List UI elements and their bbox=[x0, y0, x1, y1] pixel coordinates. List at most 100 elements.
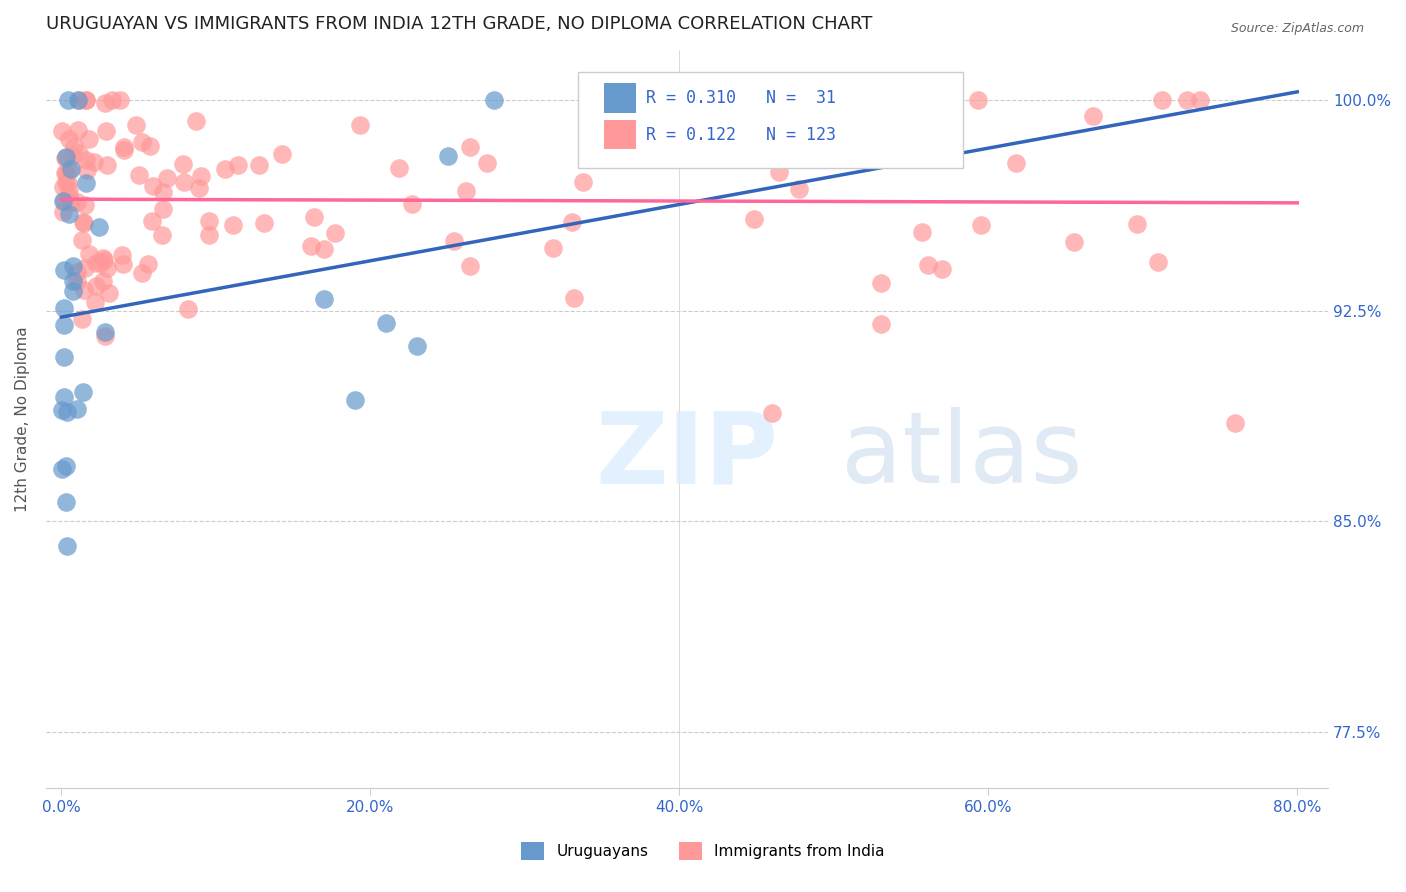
Uruguayans bbox=[58, 93, 80, 107]
Immigrants from India bbox=[131, 266, 153, 280]
Immigrants from India bbox=[96, 158, 118, 172]
Immigrants from India bbox=[1188, 93, 1211, 107]
Uruguayans bbox=[52, 301, 75, 315]
Uruguayans bbox=[312, 292, 335, 306]
Immigrants from India bbox=[70, 312, 93, 326]
Immigrants from India bbox=[75, 153, 97, 167]
Immigrants from India bbox=[77, 246, 100, 260]
Immigrants from India bbox=[931, 262, 953, 277]
Uruguayans bbox=[75, 176, 97, 190]
Immigrants from India bbox=[190, 169, 212, 183]
Immigrants from India bbox=[1147, 254, 1170, 268]
Immigrants from India bbox=[454, 185, 477, 199]
Immigrants from India bbox=[270, 147, 292, 161]
Immigrants from India bbox=[571, 175, 593, 189]
Uruguayans bbox=[51, 462, 73, 476]
Immigrants from India bbox=[139, 139, 162, 153]
Uruguayans bbox=[52, 390, 75, 404]
Immigrants from India bbox=[125, 118, 148, 132]
Immigrants from India bbox=[388, 161, 411, 176]
Immigrants from India bbox=[152, 185, 174, 199]
Immigrants from India bbox=[299, 238, 322, 252]
Text: atlas: atlas bbox=[841, 407, 1083, 504]
Immigrants from India bbox=[1225, 416, 1247, 430]
Immigrants from India bbox=[83, 154, 105, 169]
Immigrants from India bbox=[112, 257, 135, 271]
Immigrants from India bbox=[66, 274, 89, 288]
Text: URUGUAYAN VS IMMIGRANTS FROM INDIA 12TH GRADE, NO DIPLOMA CORRELATION CHART: URUGUAYAN VS IMMIGRANTS FROM INDIA 12TH … bbox=[46, 15, 872, 33]
Immigrants from India bbox=[58, 188, 80, 202]
Immigrants from India bbox=[73, 198, 96, 212]
Immigrants from India bbox=[66, 265, 89, 279]
Uruguayans bbox=[482, 93, 505, 107]
Uruguayans bbox=[53, 318, 76, 333]
Immigrants from India bbox=[63, 139, 86, 153]
Immigrants from India bbox=[222, 218, 245, 232]
Uruguayans bbox=[405, 339, 427, 353]
Uruguayans bbox=[436, 149, 458, 163]
Immigrants from India bbox=[561, 215, 583, 229]
Immigrants from India bbox=[458, 260, 481, 274]
Immigrants from India bbox=[870, 276, 893, 290]
Immigrants from India bbox=[253, 216, 276, 230]
Immigrants from India bbox=[911, 225, 934, 239]
Immigrants from India bbox=[84, 256, 107, 270]
Immigrants from India bbox=[58, 163, 80, 178]
Immigrants from India bbox=[152, 202, 174, 216]
Immigrants from India bbox=[787, 182, 810, 196]
Immigrants from India bbox=[198, 228, 221, 243]
Uruguayans bbox=[62, 284, 84, 298]
Immigrants from India bbox=[51, 124, 73, 138]
Immigrants from India bbox=[177, 302, 200, 317]
Immigrants from India bbox=[93, 252, 115, 266]
Uruguayans bbox=[343, 393, 366, 408]
Immigrants from India bbox=[970, 218, 993, 232]
Immigrants from India bbox=[67, 145, 90, 160]
Immigrants from India bbox=[52, 194, 75, 208]
Immigrants from India bbox=[458, 140, 481, 154]
Immigrants from India bbox=[228, 158, 250, 172]
Immigrants from India bbox=[93, 252, 115, 267]
Immigrants from India bbox=[58, 183, 80, 197]
Uruguayans bbox=[51, 402, 73, 417]
Uruguayans bbox=[55, 458, 77, 473]
Immigrants from India bbox=[55, 166, 77, 180]
Uruguayans bbox=[52, 350, 75, 364]
Immigrants from India bbox=[870, 318, 893, 332]
Immigrants from India bbox=[75, 93, 97, 107]
Uruguayans bbox=[59, 161, 82, 176]
Immigrants from India bbox=[401, 197, 423, 211]
Immigrants from India bbox=[1175, 93, 1198, 107]
Immigrants from India bbox=[312, 242, 335, 256]
Text: ZIP: ZIP bbox=[596, 407, 779, 504]
Text: R = 0.122   N = 123: R = 0.122 N = 123 bbox=[645, 126, 837, 144]
Uruguayans bbox=[52, 263, 75, 277]
Immigrants from India bbox=[186, 114, 208, 128]
Text: Source: ZipAtlas.com: Source: ZipAtlas.com bbox=[1230, 22, 1364, 36]
Immigrants from India bbox=[101, 93, 124, 107]
Immigrants from India bbox=[562, 291, 585, 305]
Immigrants from India bbox=[141, 214, 163, 228]
Bar bbox=[603, 83, 636, 112]
Immigrants from India bbox=[94, 96, 117, 111]
Immigrants from India bbox=[541, 241, 564, 255]
Uruguayans bbox=[374, 316, 396, 330]
Immigrants from India bbox=[60, 149, 83, 163]
Immigrants from India bbox=[111, 248, 134, 262]
Immigrants from India bbox=[91, 274, 114, 288]
Immigrants from India bbox=[58, 176, 80, 190]
Immigrants from India bbox=[917, 258, 939, 272]
Immigrants from India bbox=[67, 123, 90, 137]
Immigrants from India bbox=[591, 93, 613, 107]
Immigrants from India bbox=[67, 93, 90, 107]
Immigrants from India bbox=[66, 195, 89, 210]
Immigrants from India bbox=[72, 216, 94, 230]
Y-axis label: 12th Grade, No Diploma: 12th Grade, No Diploma bbox=[15, 326, 30, 512]
Immigrants from India bbox=[131, 135, 153, 149]
Immigrants from India bbox=[55, 175, 77, 189]
Immigrants from India bbox=[173, 176, 195, 190]
Immigrants from India bbox=[742, 212, 765, 227]
Immigrants from India bbox=[90, 256, 112, 270]
Immigrants from India bbox=[302, 210, 325, 224]
Immigrants from India bbox=[112, 140, 135, 154]
